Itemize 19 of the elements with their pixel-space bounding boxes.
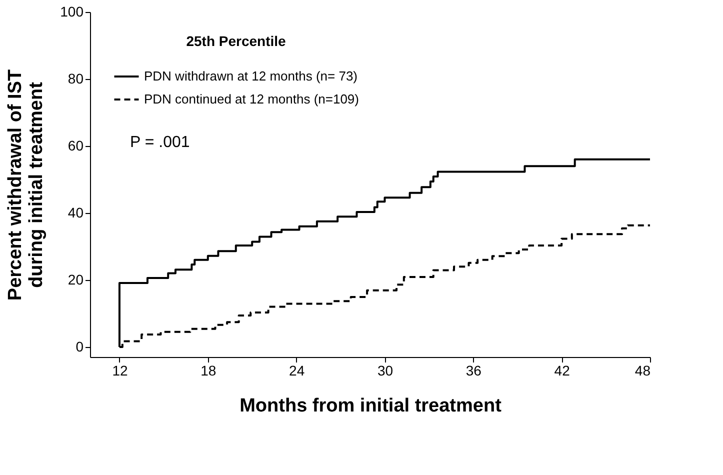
x-tick-label: 36: [466, 362, 482, 378]
annotation: P = .001: [130, 134, 190, 151]
x-tick-label: 18: [200, 362, 216, 378]
y-tick-label: 100: [60, 4, 84, 20]
x-tick-label: 12: [112, 362, 128, 378]
y-tick-label: 20: [68, 271, 84, 288]
y-tick-label: 0: [76, 338, 84, 354]
legend-title: 25th Percentile: [186, 33, 286, 49]
y-tick-label: 80: [68, 70, 84, 86]
x-tick-label: 24: [289, 362, 305, 378]
y-tick-label: 60: [68, 137, 84, 154]
y-axis-title: Percent withdrawal of IST during initial treatment: [5, 69, 48, 301]
legend-label: PDN withdrawn at 12 months (n= 73): [144, 68, 358, 84]
x-tick-label: 48: [634, 362, 651, 378]
legend-label: PDN continued at 12 months (n=109): [144, 92, 359, 106]
x-tick-label: 30: [377, 362, 394, 378]
x-tick-label: 42: [554, 362, 570, 378]
x-axis-title: Months from initial treatment: [240, 396, 502, 416]
y-tick-label: 40: [68, 204, 84, 220]
